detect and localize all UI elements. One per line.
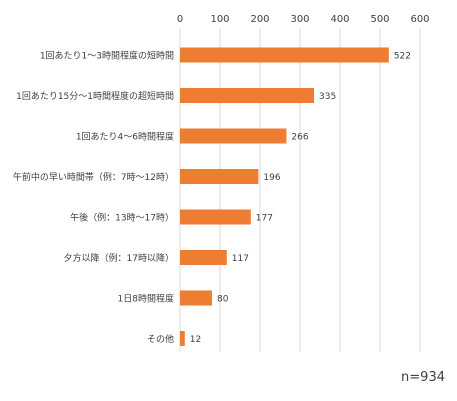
category-label: その他 [147, 333, 174, 345]
data-label: 196 [263, 173, 280, 183]
x-tick-label: 100 [210, 14, 229, 25]
bar [180, 169, 259, 184]
category-label: 夕方以降（例：17時以降） [64, 252, 174, 264]
category-label: 午後（例：13時～17時） [70, 212, 174, 224]
sample-size-note: n=934 [401, 370, 445, 385]
category-label: 1回あたり15分～1時間程度の超短時間 [16, 90, 174, 102]
x-tick-label: 500 [370, 14, 389, 25]
x-tick-label: 600 [410, 14, 429, 25]
bar [180, 47, 389, 63]
bar [180, 290, 212, 306]
data-label: 335 [319, 92, 336, 102]
data-label: 12 [190, 335, 201, 345]
x-tick-label: 200 [250, 14, 269, 25]
bar [180, 209, 251, 225]
x-tick-label: 300 [290, 14, 309, 25]
category-label: 1日8時間程度 [118, 293, 174, 305]
x-tick-label: 0 [177, 14, 183, 25]
category-label: 午前中の早い時間帯（例：7時～12時） [13, 171, 174, 183]
bar [180, 128, 287, 144]
data-label: 117 [232, 254, 249, 264]
data-label: 522 [394, 52, 411, 62]
category-label: 1回あたり4～6時間程度 [76, 131, 174, 143]
data-label: 177 [256, 214, 273, 224]
category-label: 1回あたり1～3時間程度の短時間 [40, 50, 174, 62]
bar [180, 88, 314, 103]
data-label: 266 [291, 133, 308, 143]
x-tick-label: 400 [330, 14, 349, 25]
bar [180, 331, 185, 346]
bar [180, 250, 227, 265]
data-label: 80 [217, 295, 229, 305]
